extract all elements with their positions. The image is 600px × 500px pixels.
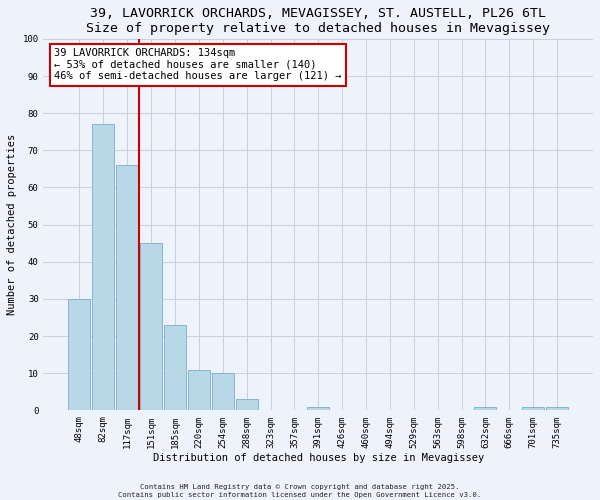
Bar: [164, 325, 186, 410]
Bar: [236, 399, 257, 410]
Bar: [140, 243, 162, 410]
Bar: [212, 373, 234, 410]
Text: Contains HM Land Registry data © Crown copyright and database right 2025.
Contai: Contains HM Land Registry data © Crown c…: [118, 484, 482, 498]
Bar: [68, 299, 91, 410]
Text: 39 LAVORRICK ORCHARDS: 134sqm
← 53% of detached houses are smaller (140)
46% of : 39 LAVORRICK ORCHARDS: 134sqm ← 53% of d…: [55, 48, 342, 82]
Title: 39, LAVORRICK ORCHARDS, MEVAGISSEY, ST. AUSTELL, PL26 6TL
Size of property relat: 39, LAVORRICK ORCHARDS, MEVAGISSEY, ST. …: [86, 7, 550, 35]
X-axis label: Distribution of detached houses by size in Mevagissey: Distribution of detached houses by size …: [152, 453, 484, 463]
Bar: [475, 406, 496, 410]
Bar: [307, 406, 329, 410]
Bar: [546, 406, 568, 410]
Bar: [522, 406, 544, 410]
Bar: [92, 124, 115, 410]
Bar: [188, 370, 210, 410]
Y-axis label: Number of detached properties: Number of detached properties: [7, 134, 17, 316]
Bar: [116, 165, 138, 410]
